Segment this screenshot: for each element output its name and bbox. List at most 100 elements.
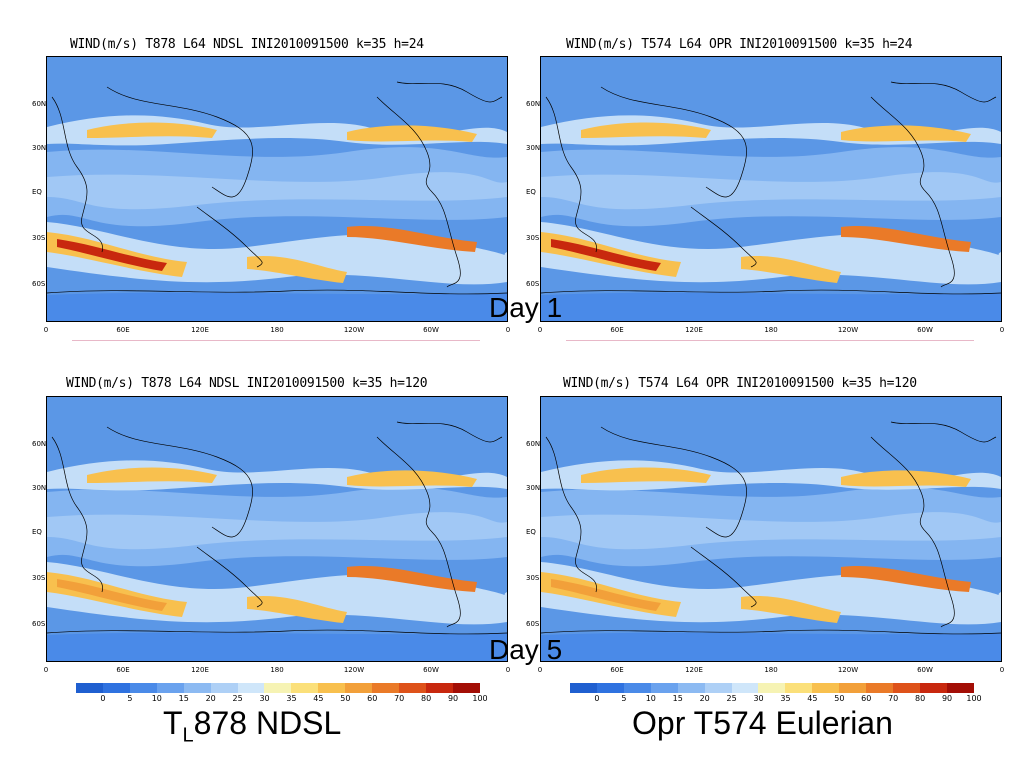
panel-title-tl: WIND(m/s) T878 L64 NDSL INI2010091500 k=… [70, 37, 424, 52]
lat-tick-label: 60S [32, 620, 46, 628]
colorbar-swatch [102, 683, 130, 693]
lon-tick-label: 60E [116, 326, 130, 334]
colorbar-label: 25 [232, 694, 243, 703]
wind-field [47, 57, 507, 321]
colorbar-label: 30 [753, 694, 764, 703]
panel-title-tr: WIND(m/s) T574 L64 OPR INI2010091500 k=3… [566, 37, 913, 52]
colorbar-swatch [596, 683, 624, 693]
colorbar-label: 0 [594, 694, 600, 703]
colorbar-swatch [156, 683, 184, 693]
colorbar-label: 90 [447, 694, 459, 703]
lon-tick-label: 180 [764, 666, 778, 674]
colorbar-label: 60 [861, 694, 872, 703]
colorbar-label: 15 [672, 694, 683, 703]
lon-tick-label: 0 [43, 326, 49, 334]
lon-tick-label: 0 [505, 326, 511, 334]
colorbar-swatch [183, 683, 211, 693]
colorbar-swatch [758, 683, 786, 693]
colorbar-swatch [452, 683, 480, 693]
lon-tick-label: 60E [610, 326, 624, 334]
colorbar-swatch [946, 683, 974, 693]
colorbar-label: 0 [100, 694, 106, 703]
colorbar-swatch [372, 683, 400, 693]
colorbar-swatch [237, 683, 265, 693]
colorbar-label: 80 [421, 694, 432, 703]
colorbar-label: 5 [621, 694, 627, 703]
lon-tick-label: 120E [685, 666, 703, 674]
lon-tick-label: 120W [343, 326, 365, 334]
panel-title-br: WIND(m/s) T574 L64 OPR INI2010091500 k=3… [563, 376, 917, 391]
colorbar-label: 50 [834, 694, 845, 703]
colorbar-label: 100 [472, 694, 488, 703]
lon-tick-label: 0 [43, 666, 49, 674]
lat-tick-label: 60S [526, 280, 540, 288]
lat-tick-label: 30S [526, 234, 540, 242]
colorbar-left [76, 683, 480, 693]
colorbar-label: 45 [807, 694, 818, 703]
colorbar-label: 5 [127, 694, 133, 703]
day-5-label: Day 5 [489, 634, 563, 665]
caption-left-main: T [163, 705, 183, 741]
wind-map-tr [540, 56, 1002, 322]
colorbar-swatch [812, 683, 840, 693]
wind-map-tl [46, 56, 508, 322]
colorbar-label: 100 [966, 694, 982, 703]
wind-field [541, 57, 1001, 321]
colorbar-right [570, 683, 974, 693]
lat-tick-label: 60N [32, 440, 47, 448]
lon-tick-label: 0 [537, 326, 543, 334]
colorbar-swatch [704, 683, 732, 693]
colorbar-swatch [866, 683, 894, 693]
lon-tick-label: 60E [610, 666, 624, 674]
colorbar-label: 80 [915, 694, 926, 703]
lat-tick-label: EQ [526, 528, 536, 536]
lon-tick-label: 60W [423, 666, 439, 674]
wind-field [541, 397, 1001, 661]
lat-tick-label: 30N [526, 144, 541, 152]
day-1-label: Day 1 [489, 292, 563, 323]
colorbar-swatch [731, 683, 759, 693]
caption-left-rest: 878 NDSL [193, 705, 342, 741]
lon-tick-label: 0 [537, 666, 543, 674]
colorbar-label: 15 [178, 694, 189, 703]
lat-tick-label: 30S [32, 574, 46, 582]
lat-tick-label: 30S [526, 574, 540, 582]
colorbar-swatch [893, 683, 920, 693]
lon-tick-label: 120E [685, 326, 703, 334]
lat-tick-label: 60S [526, 620, 540, 628]
lat-tick-label: 60S [32, 280, 46, 288]
colorbar-label: 20 [699, 694, 710, 703]
colorbar-swatch [345, 683, 373, 693]
colorbar-label: 60 [367, 694, 378, 703]
colorbar-label: 10 [645, 694, 656, 703]
separator-line-left [72, 340, 480, 341]
panel-title-bl: WIND(m/s) T878 L64 NDSL INI2010091500 k=… [66, 376, 428, 391]
lon-tick-label: 120W [837, 326, 859, 334]
wind-field [47, 397, 507, 661]
lat-tick-label: 30N [32, 144, 47, 152]
colorbar-label: 45 [313, 694, 324, 703]
lon-tick-label: 120E [191, 326, 209, 334]
colorbar-label: 30 [259, 694, 270, 703]
lon-tick-label: 180 [764, 326, 778, 334]
lon-tick-label: 120W [343, 666, 365, 674]
colorbar-label: 10 [151, 694, 162, 703]
wind-map-br [540, 396, 1002, 662]
caption-right: Opr T574 Eulerian [632, 705, 893, 741]
lon-tick-label: 180 [270, 666, 284, 674]
colorbar-label: 70 [888, 694, 899, 703]
colorbar-swatch [291, 683, 319, 693]
lat-tick-label: 30N [526, 484, 541, 492]
lon-tick-label: 180 [270, 326, 284, 334]
colorbar-swatch [785, 683, 813, 693]
colorbar-swatch [623, 683, 651, 693]
colorbar-swatch [425, 683, 453, 693]
colorbar-label: 35 [286, 694, 297, 703]
lon-tick-label: 120W [837, 666, 859, 674]
colorbar-label: 90 [941, 694, 953, 703]
lon-tick-label: 60W [917, 326, 933, 334]
lat-tick-label: 60N [32, 100, 47, 108]
colorbar-swatch [129, 683, 157, 693]
colorbar-label: 70 [394, 694, 405, 703]
colorbar-swatch [399, 683, 426, 693]
